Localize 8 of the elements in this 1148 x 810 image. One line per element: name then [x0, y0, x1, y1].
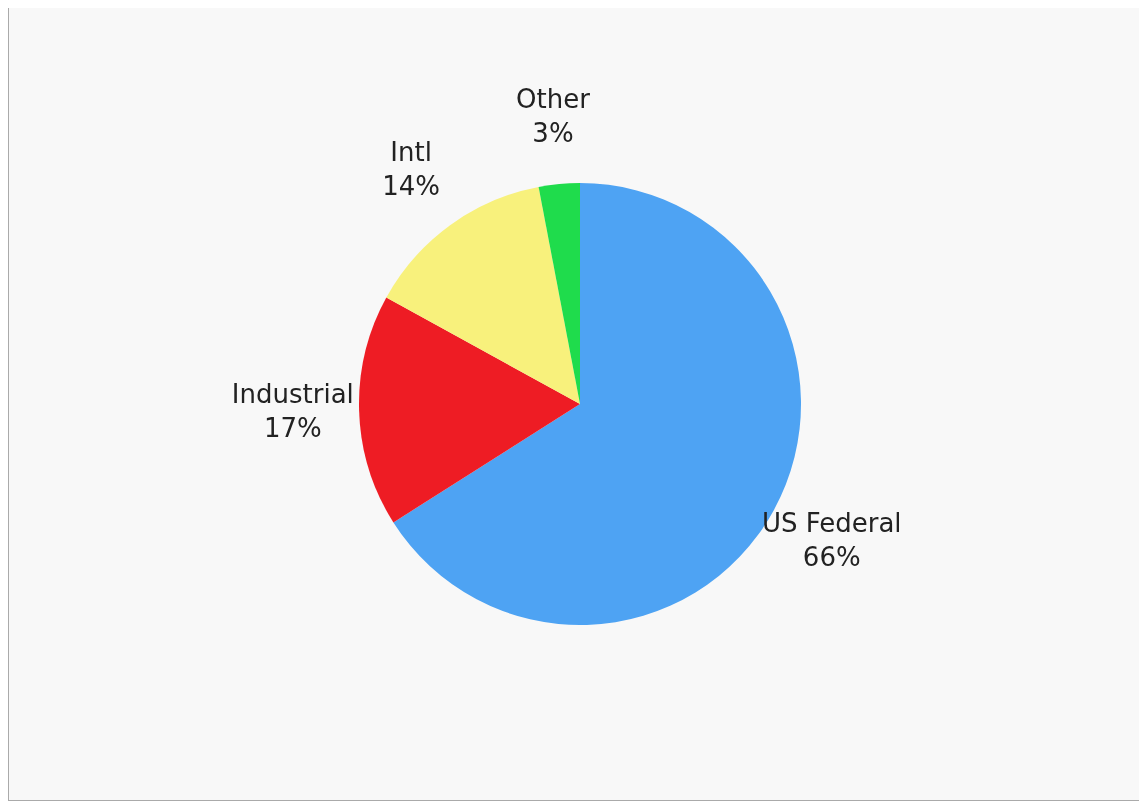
slice-label: US Federal	[761, 508, 902, 539]
slice-label: Other	[516, 83, 591, 114]
data-label: 14%	[382, 171, 441, 202]
slice-label: Industrial	[231, 378, 354, 409]
slice-label: Intl	[390, 137, 432, 168]
data-label: 17%	[263, 412, 322, 443]
data-label: 3%	[532, 117, 574, 148]
data-label: 66%	[802, 542, 861, 573]
